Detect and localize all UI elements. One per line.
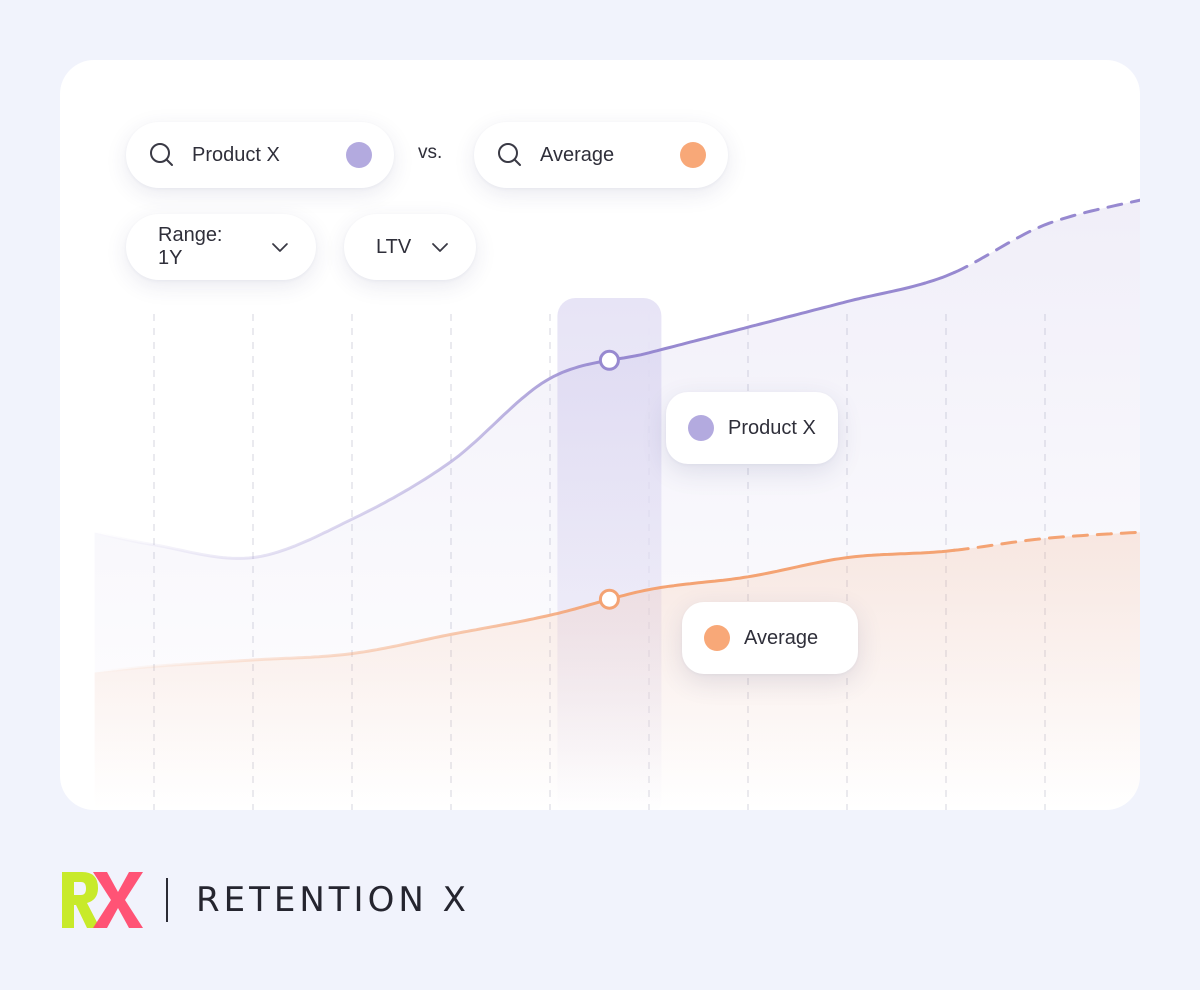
average-color-dot — [680, 142, 706, 168]
range-select[interactable]: Range: 1Y — [126, 214, 316, 280]
brand-separator — [166, 878, 168, 922]
product-search-pill[interactable]: Product X — [126, 122, 394, 188]
search-icon — [150, 143, 173, 166]
average-search-label: Average — [540, 143, 615, 166]
product-x-tooltip: Product X — [666, 392, 838, 464]
average-highlight-point — [598, 588, 620, 610]
average-tooltip-label: Average — [744, 626, 819, 649]
chevron-down-icon — [272, 243, 288, 252]
average-line — [93, 548, 956, 674]
product-x-color-dot — [346, 142, 372, 168]
chart-card: Product X vs. Average Range: 1Y LTV Prod… — [60, 60, 1140, 810]
average-forecast-line — [952, 530, 1140, 552]
product_x-forecast-line — [952, 198, 1140, 274]
average-search-pill[interactable]: Average — [474, 122, 728, 188]
retention-x-logo — [62, 872, 143, 928]
brand-name: RETENTION X — [196, 880, 470, 920]
range-select-label: Range: 1Y — [158, 224, 223, 269]
average-area — [94, 532, 1140, 810]
search-icon — [498, 143, 521, 166]
ltv-line-chart — [93, 198, 1140, 810]
metric-select[interactable]: LTV — [344, 214, 476, 280]
average-tooltip-dot — [704, 625, 730, 651]
vs-label: vs. — [418, 142, 443, 163]
product_x-highlight-point — [598, 349, 620, 371]
chevron-down-icon — [432, 243, 448, 252]
product-x-tooltip-label: Product X — [728, 416, 816, 439]
product-x-tooltip-dot — [688, 415, 714, 441]
average-tooltip: Average — [682, 602, 858, 674]
brand: RETENTION X — [60, 868, 470, 932]
metric-select-label: LTV — [376, 235, 412, 258]
product_x-line — [93, 271, 956, 560]
product-search-label: Product X — [192, 143, 280, 166]
